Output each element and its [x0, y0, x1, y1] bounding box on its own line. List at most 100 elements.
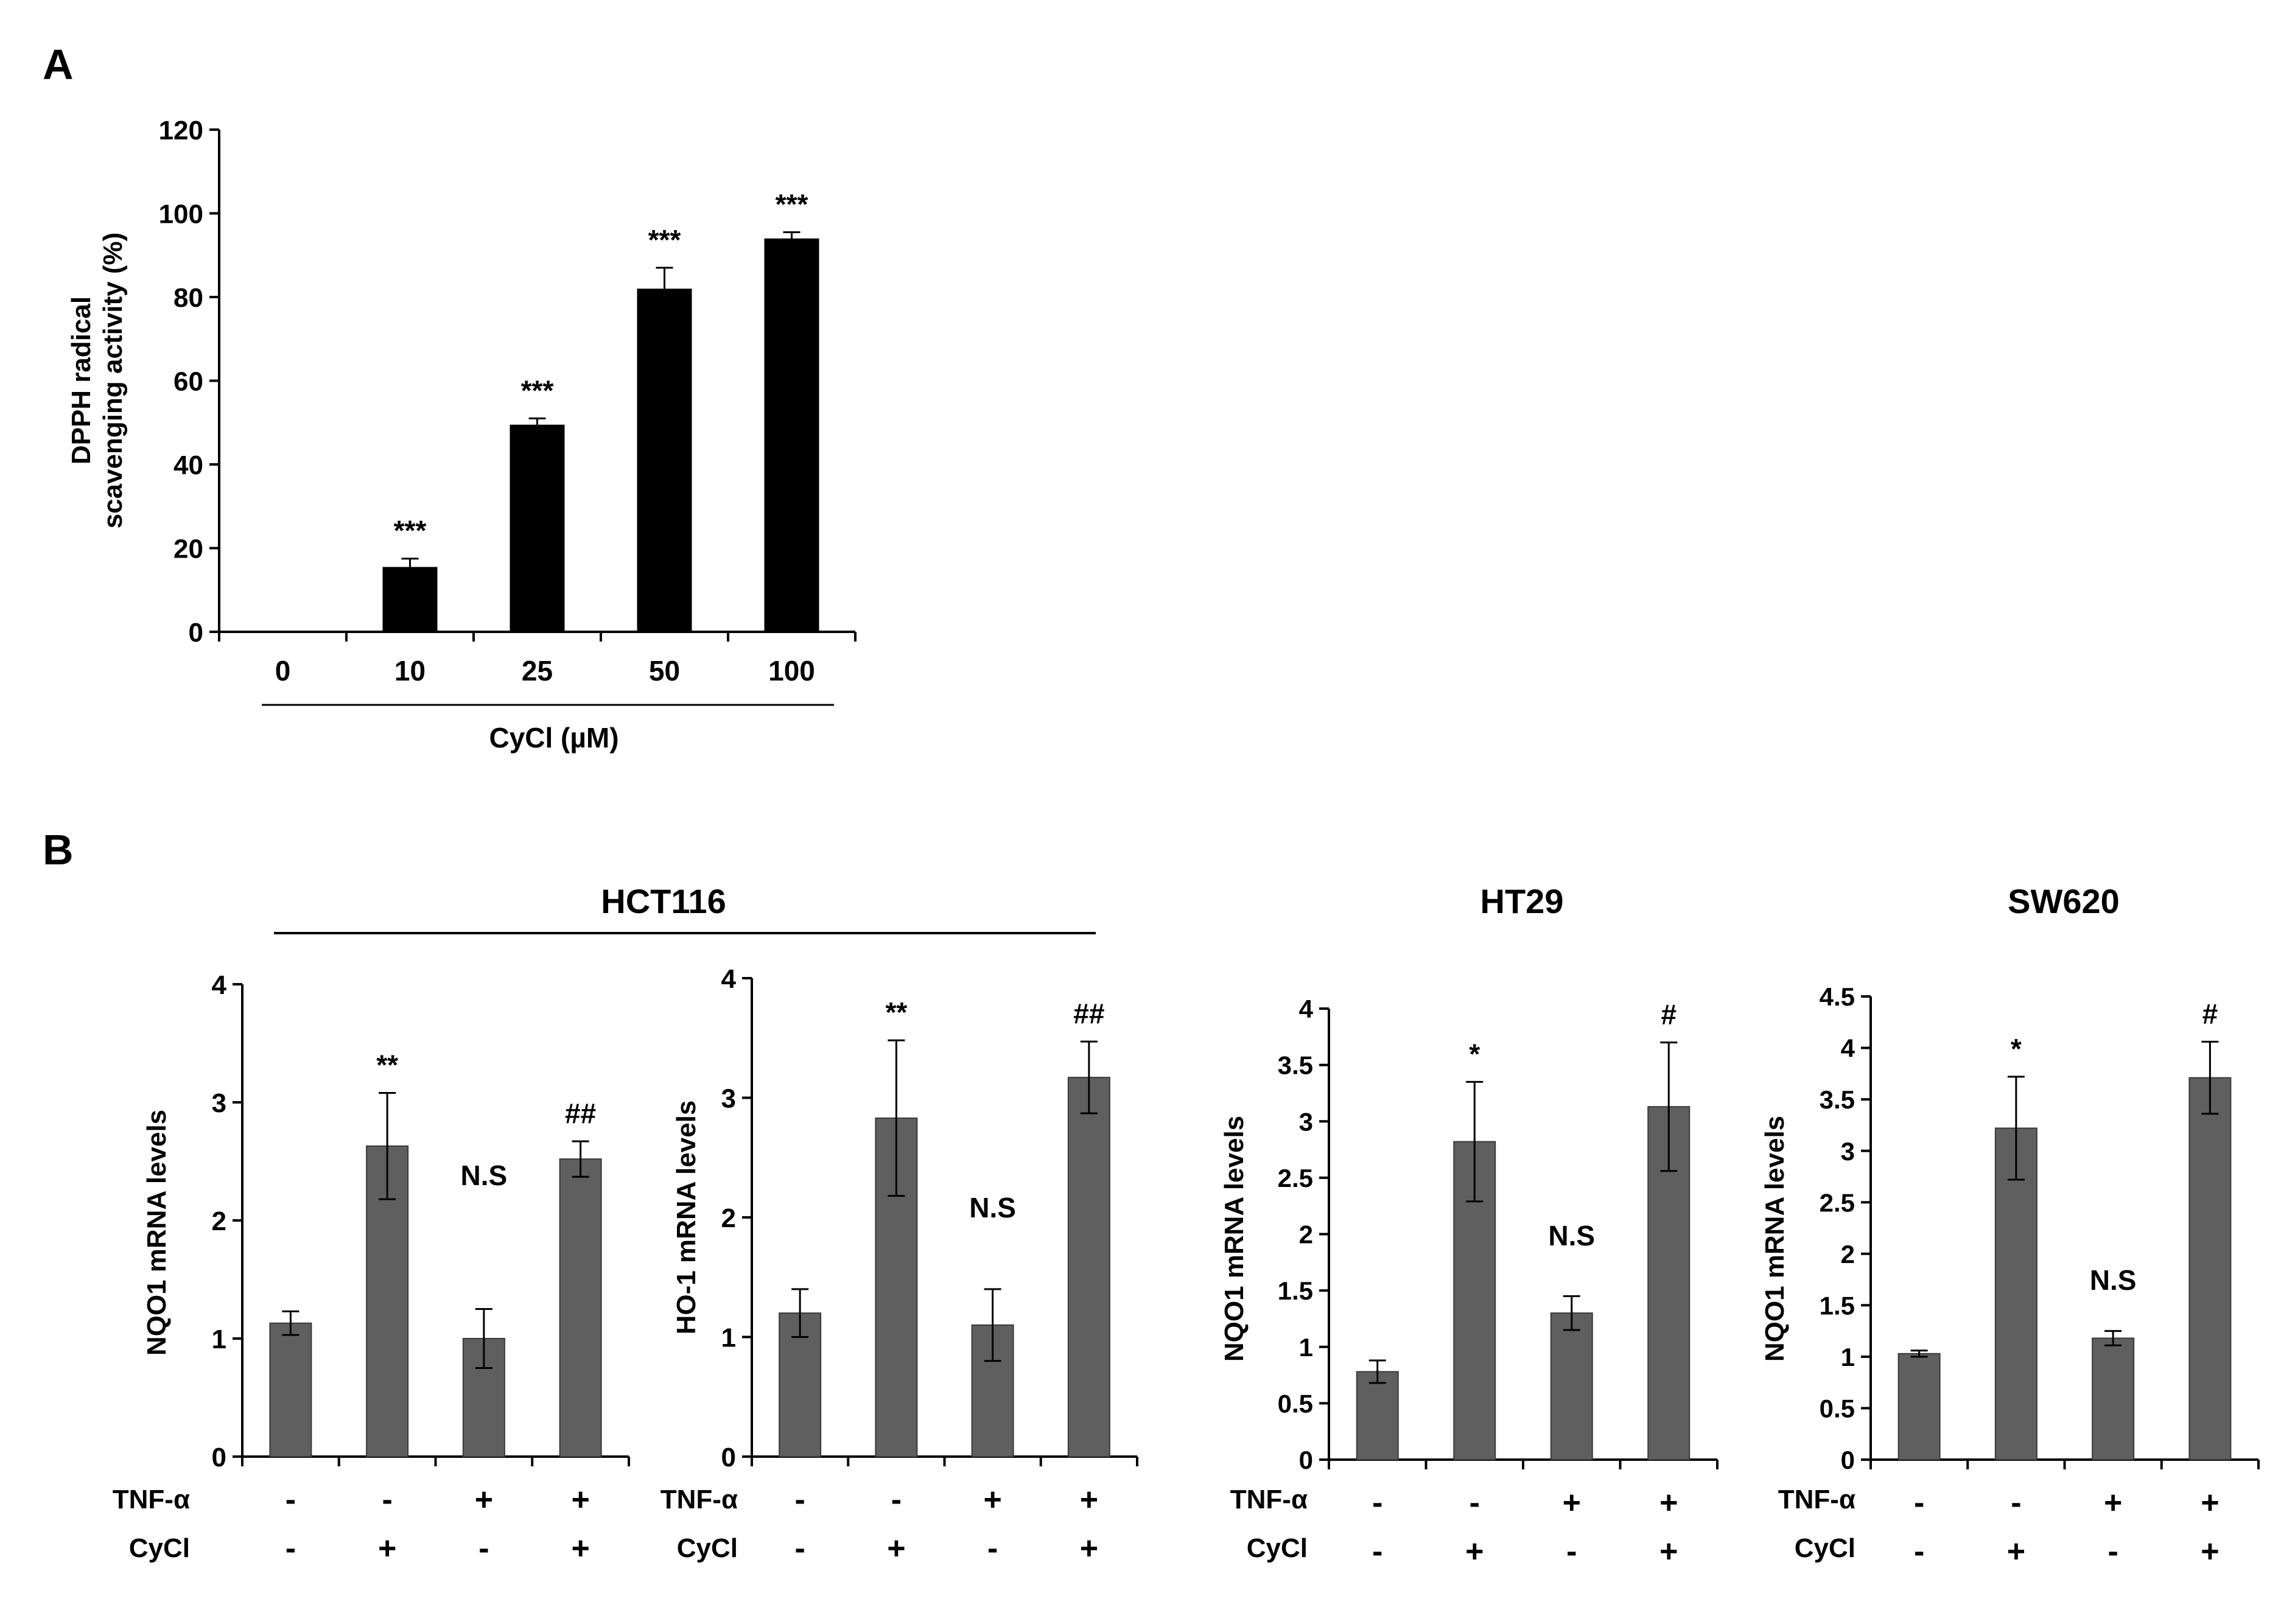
c2-significance-label: ** — [885, 996, 907, 1028]
c3-ytick-label: 4 — [1299, 995, 1314, 1023]
c3-tnf-sign: + — [1563, 1485, 1581, 1521]
c0-ytick-label: 0 — [189, 618, 203, 648]
b3-cycl-label: CyCl — [1247, 1533, 1308, 1563]
b2-cycl-label: CyCl — [677, 1533, 738, 1563]
c4-ytick-label: 3.5 — [1820, 1085, 1855, 1114]
c2-cycl-sign: + — [1080, 1531, 1098, 1566]
c0-ytick-label: 120 — [159, 116, 203, 145]
c1-significance-label: ** — [376, 1049, 398, 1080]
panel-label-b: B — [43, 826, 74, 873]
c4-cycl-sign: - — [1914, 1534, 1924, 1569]
c3-significance-label: N.S — [1548, 1220, 1595, 1251]
c4-cycl-sign: + — [2201, 1534, 2219, 1569]
c1-ytick-label: 1 — [212, 1325, 226, 1354]
c3-ytick-label: 0.5 — [1278, 1389, 1313, 1418]
group-title-sw620: SW620 — [2008, 882, 2120, 920]
c3-ytick-label: 1 — [1299, 1333, 1313, 1362]
c4-ytick-label: 1 — [1841, 1343, 1855, 1371]
c3-ytick-label: 2 — [1299, 1220, 1313, 1249]
c1-significance-label: N.S — [461, 1160, 508, 1191]
panel-b-hct116-nqo1-chart: NQO1 mRNA levels TNF-α CyCl 0 1 2 3 4 - - ** - + N… — [113, 970, 630, 1566]
c0-category-label: 0 — [275, 655, 291, 687]
c2-ytick-label: 3 — [721, 1083, 736, 1113]
c3-ytick-label: 1.5 — [1278, 1276, 1313, 1305]
c0-category-label: 100 — [768, 655, 815, 687]
c4-bar — [2188, 1077, 2232, 1460]
c3-cycl-sign: + — [1465, 1534, 1484, 1569]
c0-ytick-label: 80 — [173, 283, 203, 313]
c2-significance-label: N.S — [969, 1192, 1016, 1223]
c3-ytick-label: 3 — [1299, 1107, 1313, 1136]
c0-bar — [764, 238, 819, 632]
c0-significance-label: *** — [776, 188, 808, 220]
c4-ytick-label: 0 — [1841, 1446, 1855, 1474]
c1-bar — [559, 1158, 602, 1457]
c3-cycl-sign: - — [1372, 1534, 1382, 1569]
c4-tnf-sign: - — [2011, 1485, 2021, 1521]
c4-tnf-sign: + — [2104, 1485, 2122, 1521]
group-title-hct116: HCT116 — [601, 882, 726, 920]
c4-ytick-label: 4 — [1841, 1034, 1855, 1063]
c3-ytick-label: 0 — [1299, 1446, 1313, 1474]
c2-ytick-label: 0 — [721, 1443, 736, 1472]
c1-tnf-sign: + — [571, 1482, 589, 1517]
panel-a-dpph-chart: DPPH radical scavenging activity (%) CyC… — [66, 116, 857, 754]
b2-ylabel: HO-1 mRNA levels — [671, 1101, 701, 1335]
c0-ytick-label: 40 — [173, 450, 203, 480]
c0-category-label: 10 — [394, 655, 426, 687]
c2-tnf-sign: - — [794, 1482, 805, 1517]
c3-cycl-sign: + — [1659, 1534, 1678, 1569]
c2-tnf-sign: + — [1080, 1482, 1098, 1517]
c0-bar — [637, 289, 692, 632]
c1-cycl-sign: + — [378, 1531, 396, 1566]
c4-ytick-label: 3 — [1841, 1137, 1855, 1166]
c3-bar — [1647, 1106, 1691, 1460]
c4-cycl-sign: + — [2007, 1534, 2025, 1569]
c2-ytick-label: 4 — [721, 964, 737, 994]
c4-bar — [1897, 1353, 1941, 1461]
c4-significance-label: N.S — [2090, 1264, 2137, 1296]
c1-significance-label: ## — [565, 1097, 596, 1129]
b3-ylabel: NQO1 mRNA levels — [1219, 1116, 1249, 1362]
c1-ytick-label: 3 — [212, 1088, 226, 1118]
c0-ytick-label: 100 — [159, 199, 203, 229]
b4-tnf-label: TNF-α — [1778, 1485, 1855, 1514]
c3-significance-label: # — [1661, 999, 1677, 1031]
c2-ytick-label: 1 — [721, 1323, 736, 1353]
c1-bar — [269, 1322, 312, 1458]
c1-ytick-label: 2 — [212, 1206, 226, 1236]
c1-tnf-sign: - — [382, 1482, 392, 1517]
c4-tnf-sign: + — [2201, 1485, 2219, 1521]
c2-significance-label: ## — [1073, 998, 1104, 1029]
c4-ytick-label: 2 — [1841, 1240, 1855, 1269]
b2-tnf-label: TNF-α — [660, 1485, 738, 1514]
c4-ytick-label: 0.5 — [1820, 1395, 1855, 1423]
c0-bar — [382, 567, 438, 632]
c1-cycl-sign: + — [571, 1531, 589, 1566]
c0-category-label: 50 — [649, 655, 680, 687]
c2-ytick-label: 2 — [721, 1203, 736, 1233]
c0-significance-label: *** — [521, 374, 554, 406]
panel-a-ylabel-line2: scavenging activity (%) — [98, 233, 128, 529]
c2-bar — [1067, 1077, 1110, 1457]
c0-bar — [510, 424, 565, 632]
b3-tnf-label: TNF-α — [1230, 1485, 1308, 1514]
c4-cycl-sign: - — [2108, 1534, 2118, 1569]
panel-b-hct116-ho1-chart: HO-1 mRNA levels TNF-α CyCl 0 1 2 3 4 - - ** - + N… — [660, 964, 1138, 1566]
c3-tnf-sign: - — [1372, 1485, 1382, 1521]
c2-cycl-sign: + — [887, 1531, 905, 1566]
b4-ylabel: NQO1 mRNA levels — [1760, 1116, 1790, 1362]
c4-ytick-label: 4.5 — [1820, 982, 1855, 1011]
panel-b-sw620-nqo1-chart: NQO1 mRNA levels TNF-α CyCl 0 0.5 1 1.5 2 2.5… — [1760, 982, 2260, 1569]
c4-significance-label: * — [2011, 1033, 2022, 1065]
c0-ytick-label: 60 — [173, 366, 203, 396]
c3-cycl-sign: - — [1566, 1534, 1577, 1569]
c3-ytick-label: 2.5 — [1278, 1164, 1313, 1192]
panel-a-ylabel-line1: DPPH radical — [66, 296, 96, 464]
c2-tnf-sign: - — [891, 1482, 902, 1517]
c3-bar — [1356, 1371, 1399, 1460]
c3-tnf-sign: - — [1470, 1485, 1480, 1521]
c1-tnf-sign: + — [475, 1482, 493, 1517]
c0-significance-label: *** — [394, 515, 427, 547]
